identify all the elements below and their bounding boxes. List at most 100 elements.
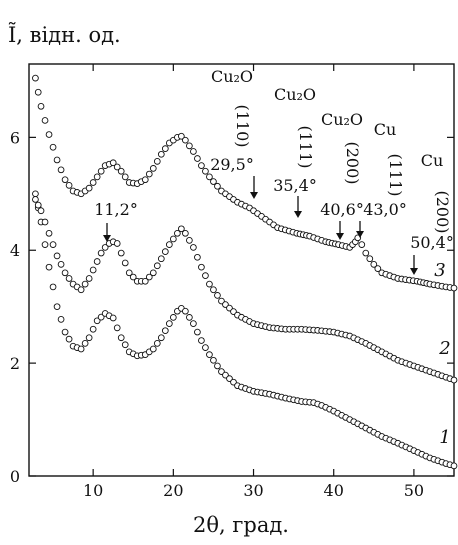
data-point bbox=[182, 229, 189, 237]
annotation-arrowhead bbox=[250, 192, 258, 199]
data-point bbox=[85, 184, 93, 192]
data-point bbox=[61, 328, 69, 336]
annotation-text: (200) bbox=[433, 190, 452, 233]
data-point bbox=[202, 167, 209, 175]
data-point bbox=[53, 156, 61, 164]
data-point bbox=[37, 102, 45, 110]
data-point bbox=[153, 340, 161, 347]
annotation-arrowhead bbox=[103, 235, 111, 242]
data-point bbox=[77, 286, 85, 294]
series-2 bbox=[32, 196, 458, 384]
data-point bbox=[117, 249, 125, 257]
data-point bbox=[366, 255, 374, 263]
y-tick-label: 0 bbox=[10, 467, 20, 486]
data-point bbox=[125, 269, 133, 277]
data-point bbox=[206, 173, 213, 181]
data-point bbox=[61, 269, 69, 277]
data-point bbox=[186, 237, 193, 244]
annotation-arrowhead bbox=[356, 231, 364, 238]
annotation-text: (111) bbox=[296, 125, 315, 168]
peak-annotation: Cu₂O (111) 35,4° bbox=[273, 85, 317, 218]
curve-label: 1 bbox=[439, 427, 450, 448]
data-point bbox=[89, 266, 97, 274]
data-point bbox=[206, 280, 213, 288]
peak-annotation: Cu (111) 43,0° bbox=[356, 120, 407, 238]
y-axis-title: Ĩ, відн. од. bbox=[8, 23, 121, 47]
data-point bbox=[77, 345, 85, 353]
data-point bbox=[57, 261, 65, 268]
data-point bbox=[450, 284, 458, 292]
series-layer bbox=[32, 74, 458, 470]
data-point bbox=[34, 201, 42, 209]
data-point bbox=[194, 328, 201, 336]
data-point bbox=[169, 314, 177, 321]
data-point bbox=[85, 275, 93, 282]
data-point bbox=[97, 249, 105, 257]
annotation-arrowhead bbox=[294, 211, 302, 218]
annotation-text: Cu bbox=[374, 120, 397, 139]
annotation-text: Cu₂O bbox=[211, 67, 253, 86]
data-point bbox=[161, 248, 169, 256]
data-point bbox=[149, 165, 157, 172]
data-point bbox=[202, 272, 209, 279]
data-point bbox=[182, 307, 189, 315]
annotation-text: (200) bbox=[343, 141, 362, 184]
x-tick-label: 10 bbox=[83, 481, 103, 500]
data-point bbox=[149, 345, 157, 353]
data-point bbox=[49, 143, 57, 151]
data-point bbox=[93, 317, 101, 325]
annotation-text: 40,6° bbox=[320, 200, 364, 219]
data-point bbox=[45, 229, 53, 237]
axis-ticks: 10 20 30 40 50 0 2 4 6 bbox=[10, 64, 454, 500]
annotation-layer: 11,2° Cu₂O (110) 29,5° Cu₂O (111) 35,4° Cu₂O (20… bbox=[94, 67, 454, 275]
data-point bbox=[210, 178, 217, 185]
x-axis-title: 2θ, град. bbox=[193, 513, 289, 537]
data-point bbox=[93, 258, 101, 265]
data-point bbox=[214, 182, 221, 190]
data-point bbox=[45, 263, 53, 271]
data-point bbox=[149, 269, 157, 277]
data-point bbox=[113, 324, 121, 332]
data-point bbox=[49, 283, 57, 291]
data-point bbox=[121, 259, 129, 267]
data-point bbox=[161, 327, 169, 335]
data-point bbox=[370, 261, 378, 268]
data-point bbox=[450, 376, 458, 384]
annotation-arrowhead bbox=[410, 268, 418, 275]
peak-annotation: Cu₂O (110) 29,5° bbox=[210, 67, 258, 199]
data-point bbox=[182, 136, 189, 144]
series-1 bbox=[32, 190, 458, 470]
data-point bbox=[157, 150, 165, 158]
y-tick-label: 2 bbox=[10, 354, 20, 373]
data-point bbox=[32, 74, 39, 82]
data-point bbox=[157, 334, 165, 342]
data-point bbox=[117, 334, 125, 342]
annotation-text: 43,0° bbox=[363, 200, 407, 219]
data-point bbox=[165, 241, 173, 248]
x-tick-label: 20 bbox=[163, 481, 183, 500]
data-point bbox=[34, 88, 42, 96]
data-point bbox=[153, 262, 161, 270]
data-point bbox=[113, 163, 121, 171]
peak-annotation: 11,2° bbox=[94, 200, 138, 242]
data-point bbox=[53, 252, 61, 260]
data-point bbox=[141, 176, 149, 184]
data-point bbox=[53, 303, 61, 311]
data-point bbox=[37, 207, 45, 215]
data-point bbox=[85, 334, 93, 342]
x-tick-label: 30 bbox=[243, 481, 263, 500]
data-point bbox=[194, 253, 201, 261]
data-point bbox=[61, 176, 69, 184]
y-tick-label: 6 bbox=[10, 128, 20, 147]
data-point bbox=[198, 162, 205, 169]
data-point bbox=[362, 249, 370, 257]
series-3 bbox=[32, 74, 458, 292]
plot-frame bbox=[28, 63, 455, 477]
data-point bbox=[65, 181, 73, 189]
data-point bbox=[198, 263, 205, 271]
data-point bbox=[65, 335, 73, 343]
data-point bbox=[109, 159, 117, 167]
data-point bbox=[145, 273, 153, 281]
data-point bbox=[81, 340, 89, 347]
data-point bbox=[121, 173, 129, 181]
